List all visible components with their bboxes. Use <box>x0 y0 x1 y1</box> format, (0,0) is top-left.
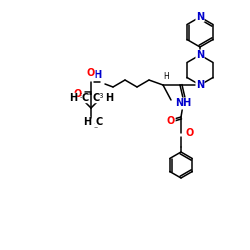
Text: 3: 3 <box>79 93 84 99</box>
Text: H: H <box>163 72 169 81</box>
Text: O: O <box>186 128 194 138</box>
Text: NH: NH <box>175 98 191 108</box>
Text: 3: 3 <box>98 93 103 99</box>
Text: 3: 3 <box>93 123 98 129</box>
Text: C: C <box>82 93 89 103</box>
Text: NH: NH <box>86 70 102 80</box>
Text: C: C <box>93 93 100 103</box>
Text: N: N <box>196 50 204 60</box>
Text: H: H <box>69 93 77 103</box>
Text: C: C <box>95 117 102 127</box>
Text: O: O <box>87 68 95 78</box>
Text: O: O <box>167 116 175 126</box>
Text: N: N <box>196 12 204 22</box>
Text: H: H <box>83 117 91 127</box>
Text: O: O <box>74 89 82 99</box>
Text: H: H <box>105 93 113 103</box>
Text: O: O <box>179 99 187 109</box>
Text: N: N <box>196 80 204 90</box>
